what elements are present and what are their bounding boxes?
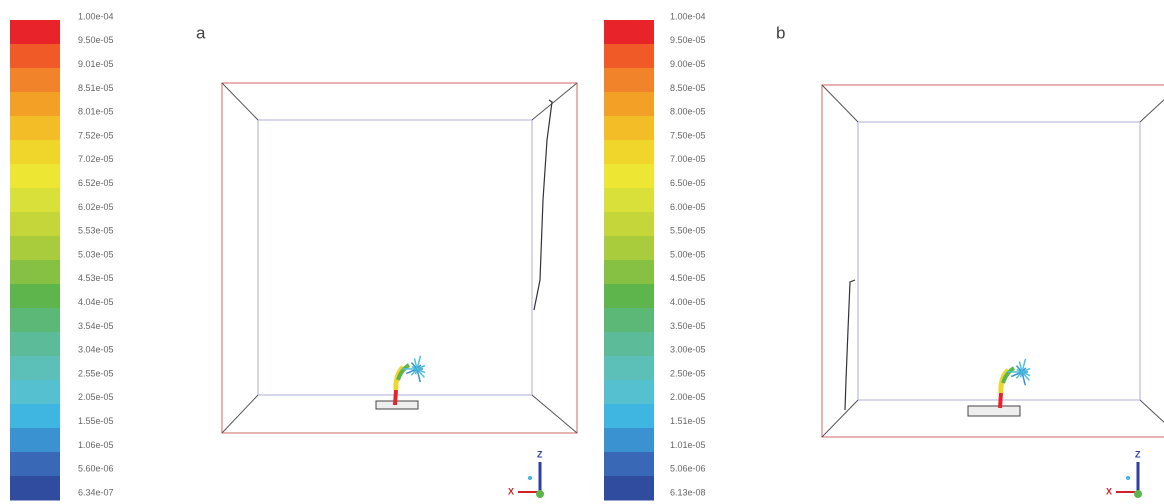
color-swatch — [604, 428, 654, 453]
color-swatch — [604, 140, 654, 165]
axis-origin — [1134, 490, 1142, 498]
scale-label: 1.00e-04 — [78, 11, 114, 21]
plume-stem — [1000, 393, 1001, 408]
scale-label: 3.50e-05 — [670, 321, 706, 331]
color-swatch — [604, 476, 654, 501]
color-swatch — [10, 428, 60, 453]
color-swatch — [10, 140, 60, 165]
scale-label: 8.51e-05 — [78, 83, 114, 93]
color-swatch — [10, 380, 60, 405]
scale-label: 4.53e-05 — [78, 273, 114, 283]
scale-label: 7.50e-05 — [670, 130, 706, 140]
color-swatch — [10, 284, 60, 309]
axis-z-label: Z — [1135, 449, 1141, 459]
scale-label: 1.55e-05 — [78, 416, 114, 426]
scale-label: 4.50e-05 — [670, 273, 706, 283]
color-swatch — [10, 44, 60, 69]
color-swatch — [604, 356, 654, 381]
scale-label: 3.04e-05 — [78, 345, 114, 355]
color-swatch — [604, 68, 654, 93]
scale-label: 4.04e-05 — [78, 297, 114, 307]
color-swatch — [10, 452, 60, 477]
color-swatch — [604, 380, 654, 405]
scale-label: 1.51e-05 — [670, 416, 706, 426]
panel-label: b — [776, 23, 785, 42]
axis-x-label: X — [508, 486, 514, 496]
color-swatch — [10, 212, 60, 237]
scale-label: 9.50e-05 — [670, 35, 706, 45]
scale-label: 4.00e-05 — [670, 297, 706, 307]
color-swatch — [604, 116, 654, 141]
color-swatch — [10, 260, 60, 285]
scale-label: 1.00e-04 — [670, 11, 706, 21]
scale-label: 5.60e-06 — [78, 464, 114, 474]
source-box — [968, 406, 1020, 416]
color-swatch — [604, 332, 654, 357]
scale-label: 3.54e-05 — [78, 321, 114, 331]
color-swatch — [10, 404, 60, 429]
color-swatch — [10, 20, 60, 45]
scale-label: 6.00e-05 — [670, 202, 706, 212]
scale-label: 7.02e-05 — [78, 154, 114, 164]
color-swatch — [604, 44, 654, 69]
scale-label: 8.50e-05 — [670, 83, 706, 93]
scale-label: 6.34e-07 — [78, 487, 114, 497]
color-swatch — [604, 260, 654, 285]
color-swatch — [604, 404, 654, 429]
figure: 1.00e-04 9.50e-05 9.01e-05 8.51e-05 8.01e-05… — [0, 0, 1164, 504]
scale-label: 9.50e-05 — [78, 35, 114, 45]
scale-label: 7.52e-05 — [78, 130, 114, 140]
color-swatch — [604, 20, 654, 45]
color-swatch — [10, 68, 60, 93]
scale-label: 7.00e-05 — [670, 154, 706, 164]
axis-y — [1126, 476, 1130, 480]
color-swatch — [10, 236, 60, 261]
scale-label: 6.02e-05 — [78, 202, 114, 212]
scale-label: 6.52e-05 — [78, 178, 114, 188]
color-swatch — [10, 188, 60, 213]
scale-label: 9.00e-05 — [670, 59, 706, 69]
color-swatch — [10, 356, 60, 381]
scale-label: 2.55e-05 — [78, 368, 114, 378]
scale-label: 1.01e-05 — [670, 440, 706, 450]
scale-label: 9.01e-05 — [78, 59, 114, 69]
scale-label: 3.00e-05 — [670, 345, 706, 355]
scale-label: 2.05e-05 — [78, 392, 114, 402]
color-swatch — [604, 452, 654, 477]
color-swatch — [10, 164, 60, 189]
scale-label: 6.13e-08 — [670, 487, 706, 497]
scale-label: 2.50e-05 — [670, 368, 706, 378]
scale-label: 5.03e-05 — [78, 249, 114, 259]
color-swatch — [10, 116, 60, 141]
scale-label: 5.06e-06 — [670, 464, 706, 474]
scale-label: 6.50e-05 — [670, 178, 706, 188]
scale-label: 5.53e-05 — [78, 226, 114, 236]
scale-label: 8.00e-05 — [670, 107, 706, 117]
axis-y — [528, 476, 532, 480]
scale-label: 5.00e-05 — [670, 249, 706, 259]
color-swatch — [604, 308, 654, 333]
color-swatch — [10, 332, 60, 357]
color-swatch — [10, 476, 60, 501]
color-swatch — [604, 188, 654, 213]
background — [0, 0, 1164, 504]
color-swatch — [604, 212, 654, 237]
color-swatch — [10, 92, 60, 117]
color-swatch — [604, 236, 654, 261]
scale-label: 8.01e-05 — [78, 107, 114, 117]
scale-label: 1.06e-05 — [78, 440, 114, 450]
color-swatch — [604, 284, 654, 309]
axis-origin — [536, 490, 544, 498]
scale-label: 2.00e-05 — [670, 392, 706, 402]
scale-label: 5.50e-05 — [670, 226, 706, 236]
axis-x-label: X — [1106, 486, 1112, 496]
color-swatch — [10, 308, 60, 333]
color-swatch — [604, 164, 654, 189]
color-swatch — [604, 92, 654, 117]
plume-stem — [395, 390, 396, 405]
axis-z-label: Z — [537, 449, 543, 459]
panel-label: a — [196, 23, 206, 42]
